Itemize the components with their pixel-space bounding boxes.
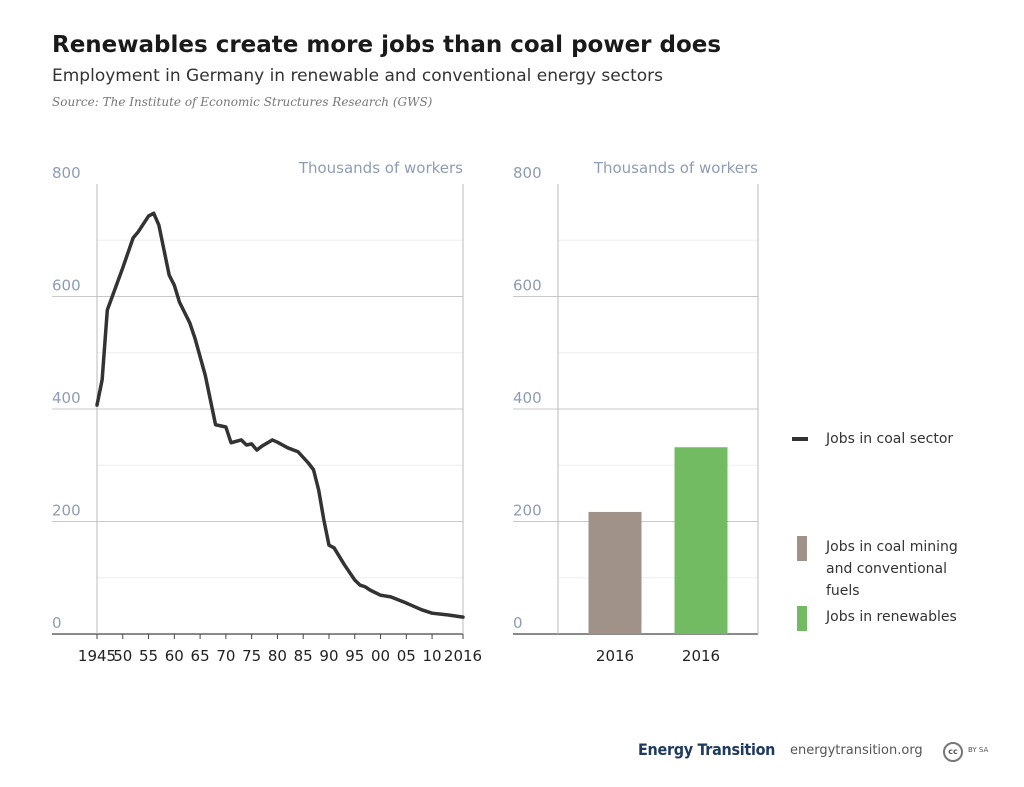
x-tick-label: 85 — [294, 647, 313, 665]
y-axis-title: Thousands of workers — [593, 159, 758, 177]
legend-label: Jobs in coal sector — [826, 431, 954, 447]
legend-swatch — [797, 536, 807, 561]
x-tick-label: 2016 — [682, 647, 720, 665]
y-tick-label: 800 — [52, 164, 81, 182]
y-tick-label: 400 — [513, 389, 542, 407]
legend-swatch — [797, 606, 807, 631]
cc-icon: cc — [943, 742, 963, 762]
legend-label: Jobs in coal mining and conventional fue… — [826, 539, 958, 599]
y-tick-label: 0 — [513, 614, 523, 632]
x-tick-label: 05 — [397, 647, 416, 665]
bar — [674, 447, 728, 634]
y-tick-label: 200 — [52, 502, 81, 520]
license: BY SA — [968, 746, 989, 754]
y-tick-label: 800 — [513, 164, 542, 182]
x-tick-label: 10 — [423, 647, 442, 665]
y-tick-label: 0 — [52, 614, 62, 632]
y-tick-label: 400 — [52, 389, 81, 407]
legend-label: Jobs in renewables — [826, 609, 957, 625]
line-series — [95, 211, 465, 619]
y-tick-label: 600 — [52, 277, 81, 295]
x-tick-label: 60 — [165, 647, 184, 665]
bar — [588, 511, 642, 634]
x-tick-label: 75 — [242, 647, 261, 665]
subtitle: Employment in Germany in renewable and c… — [52, 66, 664, 86]
x-tick-label: 55 — [139, 647, 158, 665]
y-axis-title: Thousands of workers — [298, 159, 463, 177]
y-tick-label: 200 — [513, 502, 542, 520]
brand: Energy Transition — [638, 740, 776, 759]
x-tick-label: 1945 — [78, 647, 116, 665]
x-tick-label: 80 — [268, 647, 287, 665]
url: energytransition.org — [790, 743, 923, 758]
source: Source: The Institute of Economic Struct… — [52, 95, 433, 109]
y-tick-label: 600 — [513, 277, 542, 295]
x-tick-label: 00 — [371, 647, 390, 665]
x-tick-label: 95 — [345, 647, 364, 665]
x-tick-label: 2016 — [596, 647, 634, 665]
x-tick-label: 70 — [216, 647, 235, 665]
title: Renewables create more jobs than coal po… — [52, 32, 722, 58]
x-tick-label: 65 — [191, 647, 210, 665]
x-tick-label: 50 — [113, 647, 132, 665]
x-tick-label: 2016 — [444, 647, 482, 665]
x-tick-label: 90 — [319, 647, 338, 665]
